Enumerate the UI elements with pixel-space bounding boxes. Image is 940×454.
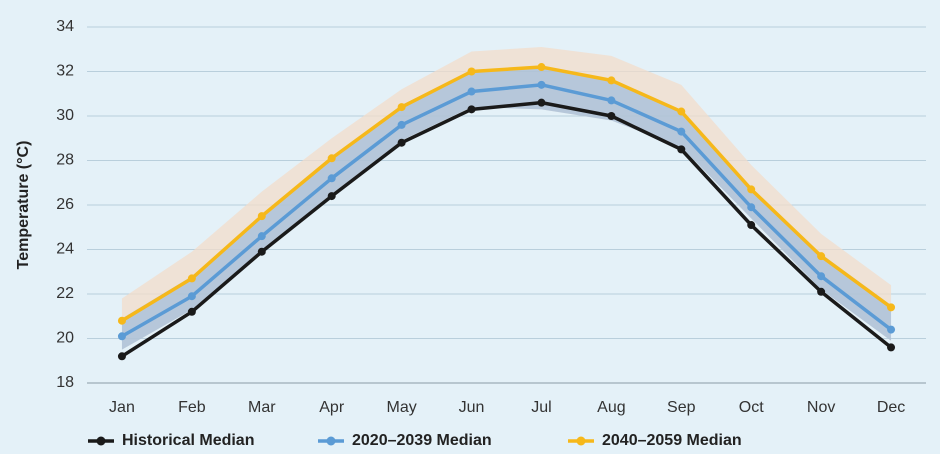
point — [117, 352, 126, 361]
legend-label: 2020–2039 Median — [352, 432, 492, 449]
series-line — [121, 83, 893, 338]
x-tick-label: Oct — [739, 399, 764, 416]
x-tick-label: Feb — [178, 399, 206, 416]
point — [887, 325, 896, 334]
point — [327, 174, 336, 183]
point — [257, 232, 266, 241]
point — [607, 96, 616, 105]
point — [187, 307, 196, 316]
point — [467, 87, 476, 96]
x-tick-label: Aug — [597, 399, 625, 416]
point — [677, 127, 686, 136]
point — [887, 303, 896, 312]
y-tick-label: 30 — [56, 107, 74, 124]
y-tick-label: 18 — [56, 374, 74, 391]
x-tick-label: May — [387, 399, 417, 416]
point — [397, 138, 406, 147]
point — [607, 112, 616, 120]
y-tick-label: 34 — [56, 18, 74, 35]
x-tick-label: Mar — [248, 399, 276, 416]
point — [397, 120, 406, 129]
x-tick-label: Jan — [109, 399, 135, 416]
legend-swatch-dot — [326, 436, 336, 446]
point — [747, 185, 756, 194]
y-tick-label: 20 — [56, 330, 74, 347]
x-tick-label: Sep — [667, 399, 696, 416]
x-tick-label: Nov — [807, 399, 835, 416]
point — [677, 145, 686, 154]
range-band — [121, 47, 892, 350]
point — [817, 287, 826, 296]
point — [327, 154, 336, 163]
x-tick-label: Jun — [459, 399, 485, 416]
range-band — [121, 67, 892, 350]
legend-label: Historical Median — [122, 432, 254, 449]
point — [537, 98, 546, 107]
point — [187, 292, 196, 301]
y-tick-label: 32 — [56, 63, 74, 80]
point — [537, 80, 546, 89]
point — [677, 107, 686, 116]
y-tick-label: 26 — [56, 196, 74, 213]
y-tick-label: 22 — [56, 285, 74, 302]
point — [747, 203, 756, 212]
point — [747, 221, 756, 230]
series-line — [121, 100, 893, 358]
point — [117, 332, 126, 341]
point — [397, 103, 406, 112]
legend-label: 2040–2059 Median — [602, 432, 742, 449]
point — [887, 343, 896, 352]
x-tick-label: Apr — [319, 399, 345, 416]
point — [327, 192, 336, 201]
series-line — [121, 65, 893, 323]
point — [257, 247, 266, 256]
point — [537, 63, 546, 72]
point — [817, 272, 826, 281]
x-tick-label: Jul — [531, 399, 551, 416]
y-tick-label: 28 — [56, 152, 74, 169]
y-axis-label: Temperature (°C) — [15, 141, 32, 270]
legend-swatch-dot — [96, 436, 106, 446]
point — [467, 105, 476, 114]
legend-swatch-dot — [576, 436, 586, 446]
point — [257, 212, 266, 221]
x-tick-label: Dec — [877, 399, 905, 416]
point — [817, 252, 826, 261]
point — [607, 76, 616, 85]
point — [117, 316, 126, 325]
point — [187, 274, 196, 283]
point — [467, 67, 476, 76]
y-tick-label: 24 — [56, 241, 74, 258]
